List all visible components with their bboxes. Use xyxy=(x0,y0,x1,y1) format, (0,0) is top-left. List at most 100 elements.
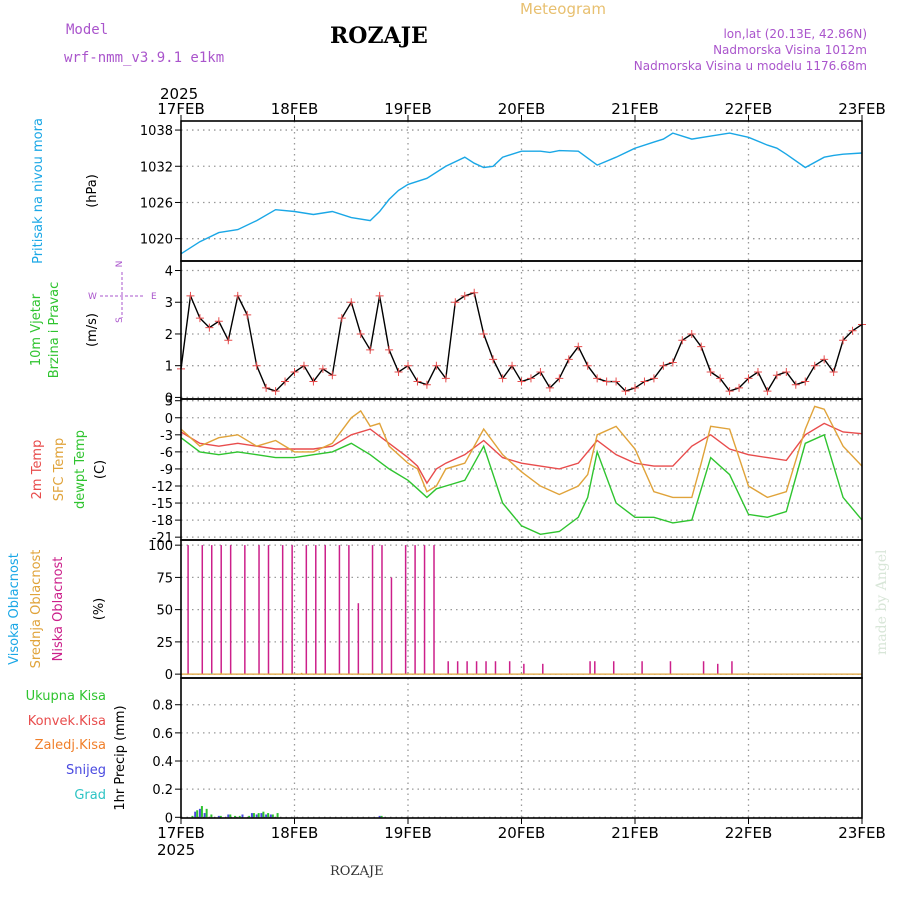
wind-speed-marker xyxy=(460,291,469,300)
wind-speed-marker xyxy=(356,329,365,338)
y-tick-label: 1032 xyxy=(140,160,173,175)
wind-speed-marker xyxy=(621,387,630,396)
labels-layer: Pritisak na nivou mora (hPa) 10m Vjetar Brz… xyxy=(7,118,128,811)
wind-speed-marker xyxy=(299,361,308,370)
y-tick-label: 2 xyxy=(165,328,173,343)
data-layer xyxy=(177,132,866,818)
year-bottom: 2025 xyxy=(157,841,195,859)
wind-speed-marker xyxy=(829,368,838,377)
axis-label-wind: Brzina i Pravac xyxy=(47,282,62,379)
wind-speed-marker xyxy=(375,291,384,300)
y-tick-label: -15 xyxy=(152,497,173,512)
x-tick-label-bottom: 21FEB xyxy=(611,824,658,842)
x-tick-label-bottom: 22FEB xyxy=(725,824,772,842)
axis-label-wind: (m/s) xyxy=(85,313,100,347)
wind-speed-marker xyxy=(526,374,535,383)
axis-label-temperature: 2m Temp xyxy=(30,440,45,500)
wind-speed-marker xyxy=(413,377,422,386)
wind-speed-marker xyxy=(678,336,687,345)
wind-speed-marker xyxy=(281,377,290,386)
series-line-temperature-2 xyxy=(180,433,863,536)
wind-speed-marker xyxy=(631,383,639,392)
meteogram-label: Meteogram xyxy=(520,0,606,18)
x-tick-label-top: 18FEB xyxy=(271,100,318,118)
wind-speed-marker xyxy=(432,361,441,370)
wind-speed-marker xyxy=(810,361,819,370)
wind-speed-marker xyxy=(612,377,621,386)
precip-legend-item: Grad xyxy=(74,788,106,803)
x-tick-label-bottom: 19FEB xyxy=(384,824,431,842)
wind-speed-marker xyxy=(649,374,658,383)
x-tick-label-top: 19FEB xyxy=(384,100,431,118)
wind-speed-marker xyxy=(489,355,498,364)
wind-speed-marker xyxy=(470,288,479,297)
wind-speed-marker xyxy=(706,368,715,377)
axis-label-temperature: dewpt Temp xyxy=(73,430,88,509)
wind-speed-marker xyxy=(233,291,242,300)
axis-label-pressure: (hPa) xyxy=(85,174,100,208)
model-altitude-label: Nadmorska Visina u modelu 1176.68m xyxy=(634,59,867,73)
x-tick-label-top: 20FEB xyxy=(498,100,545,118)
wind-speed-marker xyxy=(697,342,706,351)
axis-label-clouds: Niska Oblacnost xyxy=(51,557,66,662)
compass-north: N xyxy=(115,261,125,268)
y-tick-label: 4 xyxy=(165,265,173,280)
y-tick-label: -21 xyxy=(152,531,173,546)
wind-speed-marker xyxy=(479,329,488,338)
lonlat-label: lon,lat (20.13E, 42.86N) xyxy=(723,27,867,41)
wind-speed-marker xyxy=(668,358,677,367)
y-tick-label: 0 xyxy=(165,668,173,683)
y-tick-label: -9 xyxy=(160,463,173,478)
y-tick-label: 0.2 xyxy=(152,783,173,798)
wind-speed-marker xyxy=(602,377,611,386)
wind-speed-marker xyxy=(186,291,195,300)
wind-speed-marker xyxy=(725,387,734,396)
wind-speed-marker xyxy=(593,374,602,383)
y-tick-label: 1026 xyxy=(140,196,173,211)
wind-speed-marker xyxy=(394,368,403,377)
y-tick-label: 1 xyxy=(165,360,173,375)
wind-speed-marker xyxy=(328,371,337,380)
wind-speed-marker xyxy=(716,374,725,383)
wind-speed-marker xyxy=(820,355,829,364)
x-tick-label-bottom: 18FEB xyxy=(271,824,318,842)
y-tick-label: 0.8 xyxy=(152,699,173,714)
year-top: 2025 xyxy=(160,85,198,103)
y-tick-label: 0.6 xyxy=(152,727,173,742)
x-tick-label-top: 17FEB xyxy=(157,100,204,118)
wind-speed-marker xyxy=(555,374,564,383)
model-name: wrf-nmm_v3.9.1 e1km xyxy=(64,50,224,66)
wind-speed-marker xyxy=(801,377,810,386)
wind-speed-marker xyxy=(536,368,545,377)
y-tick-label: -6 xyxy=(160,446,173,461)
wind-speed-marker xyxy=(735,383,744,392)
wind-speed-marker xyxy=(347,298,356,307)
x-tick-label-top: 23FEB xyxy=(838,100,885,118)
wind-speed-marker xyxy=(753,368,762,377)
wind-speed-marker xyxy=(441,374,450,383)
y-tick-label: -18 xyxy=(152,514,173,529)
frames-layer xyxy=(180,120,863,819)
y-tick-label: 75 xyxy=(156,571,173,586)
wind-speed-marker xyxy=(574,342,583,351)
precip-legend-item: Snijeg xyxy=(66,763,106,778)
wind-speed-marker xyxy=(451,298,460,307)
compass-east: E xyxy=(151,292,157,302)
footer-station: ROZAJE xyxy=(330,864,384,879)
precip-legend-item: Zaledj.Kisa xyxy=(35,738,106,753)
axis-label-wind: 10m Vjetar xyxy=(29,293,44,366)
wind-speed-marker xyxy=(290,368,299,377)
wind-speed-marker xyxy=(791,380,800,389)
wind-speed-marker xyxy=(195,314,204,323)
wind-speed-marker xyxy=(498,374,507,383)
wind-speed-marker xyxy=(545,383,554,392)
y-tick-label: 3 xyxy=(165,296,173,311)
wind-speed-marker xyxy=(243,310,252,319)
y-tick-label: 100 xyxy=(148,539,173,554)
axis-label-clouds: Srednja Oblacnost xyxy=(29,550,44,669)
axis-label-clouds: (%) xyxy=(92,598,107,621)
y-tick-label: 0.4 xyxy=(152,755,173,770)
credit-label: made by Angel xyxy=(874,549,890,655)
station-title: ROZAJE xyxy=(330,23,428,49)
